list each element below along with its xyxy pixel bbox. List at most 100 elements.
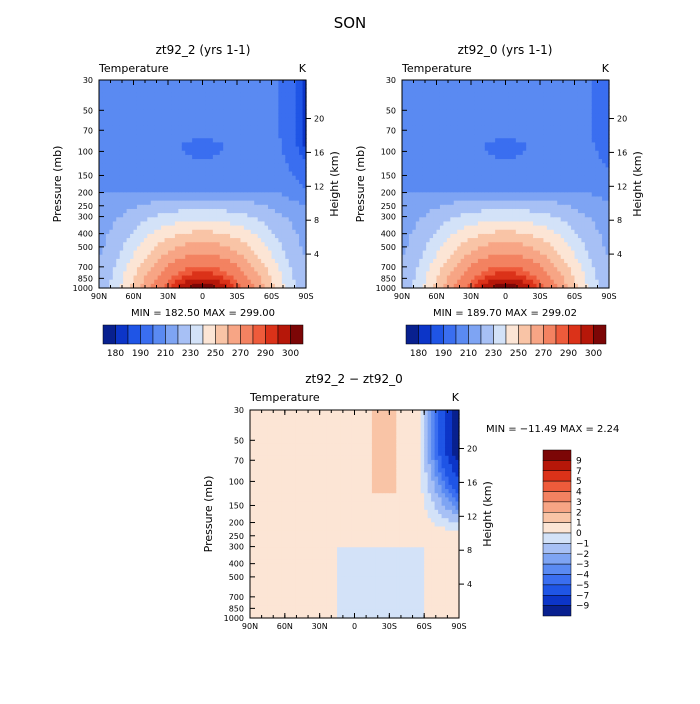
heat-cell — [419, 142, 423, 147]
heat-cell — [461, 217, 465, 222]
heat-cell — [402, 84, 406, 89]
heat-cell — [123, 205, 127, 210]
heat-cell — [144, 234, 148, 239]
heat-cell — [254, 234, 258, 239]
heat-cell — [158, 92, 162, 97]
heat-cell — [147, 196, 151, 201]
heat-cell — [433, 251, 437, 256]
heat-cell — [203, 151, 207, 156]
heat-cell — [154, 196, 158, 201]
heat-cell — [516, 126, 520, 131]
heat-cell — [285, 105, 289, 110]
heat-cell — [244, 201, 248, 206]
heat-cell — [230, 267, 234, 272]
heat-cell — [464, 188, 468, 193]
heat-cell — [495, 147, 499, 152]
heat-cell — [206, 138, 210, 143]
heat-cell — [151, 205, 155, 210]
heat-cell — [168, 217, 172, 222]
heat-cell — [247, 221, 251, 226]
heat-cell — [206, 271, 210, 276]
heat-cell — [206, 134, 210, 139]
heat-cell — [216, 172, 220, 177]
heat-cell — [165, 255, 169, 260]
heat-cell — [137, 151, 141, 156]
heat-cell — [223, 271, 227, 276]
heat-cell — [299, 84, 303, 89]
heat-cell — [140, 163, 144, 168]
heat-cell — [171, 188, 175, 193]
heat-cell — [457, 196, 461, 201]
heat-cell — [502, 201, 506, 206]
heat-cell — [254, 113, 258, 118]
heat-cell — [268, 142, 272, 147]
heat-cell — [230, 271, 234, 276]
heat-cell — [468, 172, 472, 177]
heat-cell — [147, 134, 151, 139]
heat-cell — [461, 251, 465, 256]
heat-cell — [461, 238, 465, 243]
heat-cell — [416, 192, 420, 197]
heat-cell — [433, 167, 437, 172]
heat-cell — [433, 196, 437, 201]
heat-cell — [285, 97, 289, 102]
heat-cell — [474, 92, 478, 97]
heat-cell — [409, 267, 413, 272]
heat-cell — [509, 238, 513, 243]
heat-cell — [134, 205, 138, 210]
heat-cell — [506, 230, 510, 235]
heat-cell — [426, 105, 430, 110]
heat-cell — [165, 184, 169, 189]
heat-cell — [223, 97, 227, 102]
heat-cell — [464, 271, 468, 276]
heat-cell — [182, 117, 186, 122]
heat-cell — [289, 209, 293, 214]
heat-cell — [134, 101, 138, 106]
heat-cell — [254, 134, 258, 139]
heat-cell — [182, 134, 186, 139]
heat-cell — [209, 172, 213, 177]
heat-cell — [499, 280, 503, 285]
heat-cell — [99, 196, 103, 201]
heat-cell — [189, 209, 193, 214]
heat-cell — [185, 109, 189, 114]
heat-cell — [227, 105, 231, 110]
heat-cell — [519, 138, 523, 143]
heat-cell — [516, 226, 520, 231]
heat-cell — [296, 255, 300, 260]
heat-cell — [405, 92, 409, 97]
heat-cell — [189, 109, 193, 114]
heat-cell — [251, 209, 255, 214]
heat-cell — [509, 217, 513, 222]
heat-cell — [447, 163, 451, 168]
heat-cell — [116, 147, 120, 152]
heat-cell — [116, 226, 120, 231]
heat-cell — [499, 180, 503, 185]
heat-cell — [478, 130, 482, 135]
heat-cell — [216, 105, 220, 110]
heat-cell — [519, 151, 523, 156]
heat-cell — [168, 276, 172, 281]
heat-cell — [171, 80, 175, 85]
heat-cell — [492, 109, 496, 114]
heat-cell — [461, 263, 465, 268]
heat-cell — [240, 213, 244, 218]
heat-cell — [495, 230, 499, 235]
heat-cell — [299, 113, 303, 118]
heat-cell — [265, 92, 269, 97]
heat-cell — [171, 259, 175, 264]
colorbar-swatch — [166, 325, 179, 344]
heat-cell — [272, 255, 276, 260]
heat-cell — [296, 234, 300, 239]
heat-cell — [282, 276, 286, 281]
heat-cell — [165, 267, 169, 272]
heat-cell — [185, 238, 189, 243]
heat-cell — [478, 142, 482, 147]
heat-cell — [416, 117, 420, 122]
heat-cell — [272, 80, 276, 85]
heat-cell — [492, 130, 496, 135]
heat-cell — [161, 221, 165, 226]
heat-cell — [165, 92, 169, 97]
heat-cell — [423, 101, 427, 106]
heat-cell — [430, 213, 434, 218]
